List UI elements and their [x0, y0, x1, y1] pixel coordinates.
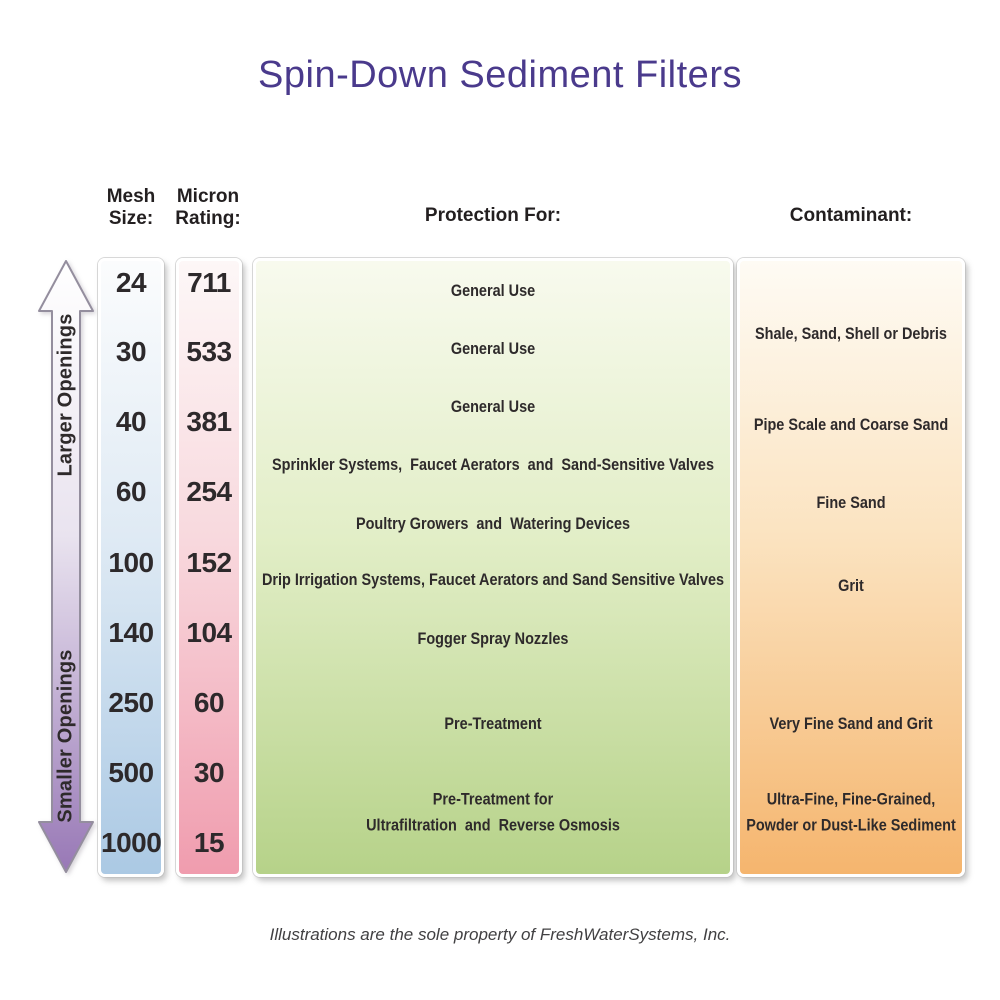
micron-value: 711 — [187, 267, 231, 298]
mesh-value: 30 — [115, 336, 147, 367]
protection-row: Poultry Growers and Watering Devices — [355, 513, 631, 533]
protection-row: Pre-Treatment — [444, 713, 542, 733]
protection-row: General Use — [450, 280, 536, 300]
mesh-value: 250 — [108, 687, 154, 718]
contaminant-row: Fine Sand — [816, 492, 886, 512]
micron-rating-column: 711 533 381 254 152 104 60 30 15 — [176, 258, 242, 877]
mesh-value: 100 — [108, 547, 154, 578]
micron-value: 15 — [193, 827, 225, 858]
mesh-size-header: Mesh Size: — [106, 186, 156, 230]
contaminant-row: Grit — [838, 575, 864, 595]
mesh-value: 1000 — [101, 827, 162, 858]
contaminant-row: Pipe Scale and Coarse Sand — [753, 414, 949, 434]
mesh-value: 60 — [115, 476, 147, 507]
protection-for-column: General Use General Use General Use Sprinkl… — [253, 258, 733, 877]
micron-value: 60 — [193, 687, 225, 718]
mesh-value: 24 — [115, 267, 147, 298]
protection-for-header: Protection For: — [424, 205, 562, 226]
micron-value: 152 — [186, 547, 232, 578]
contaminant-column: Shale, Sand, Shell or Debris Pipe Scale a… — [737, 258, 965, 877]
protection-row: General Use — [450, 338, 536, 358]
micron-value: 533 — [186, 336, 232, 367]
protection-row: Fogger Spray Nozzles — [417, 628, 569, 648]
protection-row: General Use — [450, 396, 536, 416]
mesh-value: 40 — [115, 406, 147, 437]
mesh-value: 500 — [108, 757, 154, 788]
micron-value: 104 — [186, 617, 232, 648]
mesh-value: 140 — [108, 617, 154, 648]
micron-value: 254 — [186, 476, 232, 507]
micron-rating-header: Micron Rating: — [175, 186, 241, 230]
micron-value: 30 — [193, 757, 225, 788]
double-arrow-icon — [38, 260, 94, 873]
protection-row: Sprinkler Systems, Faucet Aerators and S… — [272, 454, 714, 474]
page-title: Spin-Down Sediment Filters — [258, 54, 742, 96]
protection-row: Pre-Treatment for Ultrafiltration and Re… — [366, 789, 620, 835]
contaminant-header: Contaminant: — [789, 205, 913, 226]
protection-row: Drip Irrigation Systems, Faucet Aerators… — [261, 569, 725, 589]
copyright-note: Illustrations are the sole property of F… — [269, 925, 731, 944]
larger-openings-label: Larger Openings — [54, 313, 77, 477]
contaminant-row: Shale, Sand, Shell or Debris — [755, 323, 947, 343]
contaminant-row: Very Fine Sand and Grit — [769, 713, 933, 733]
mesh-size-column: 24 30 40 60 100 140 250 500 1000 — [98, 258, 164, 877]
contaminant-row: Ultra-Fine, Fine-Grained, Powder or Dust… — [746, 789, 956, 835]
smaller-openings-label: Smaller Openings — [54, 649, 77, 823]
micron-value: 381 — [186, 406, 232, 437]
